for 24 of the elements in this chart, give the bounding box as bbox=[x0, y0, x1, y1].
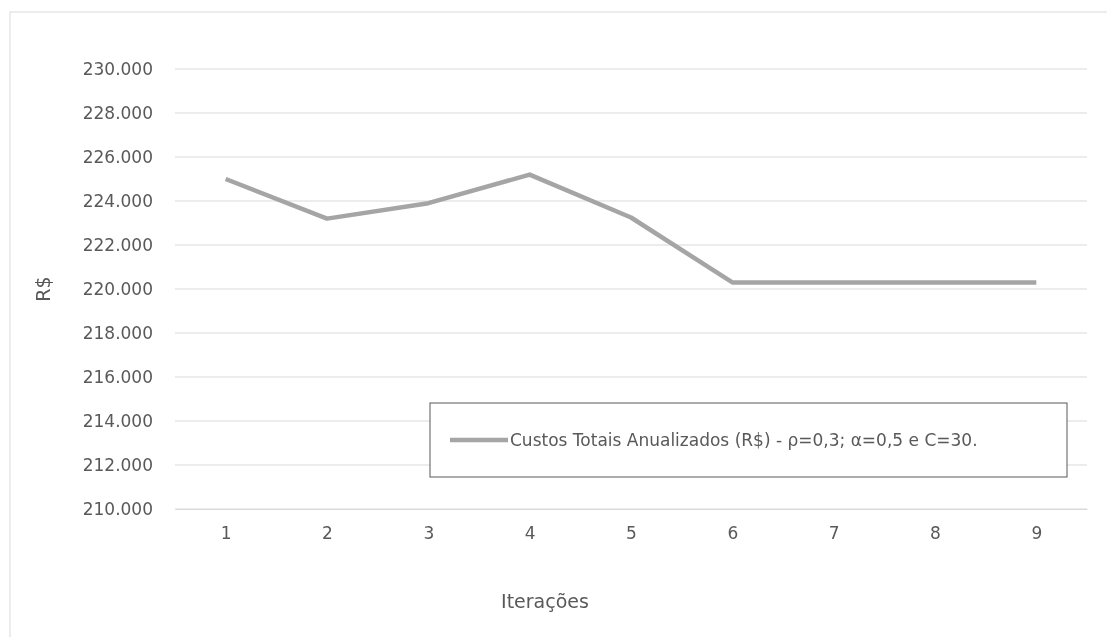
y-tick-label: 214.000 bbox=[82, 410, 153, 431]
y-tick-label: 220.000 bbox=[82, 278, 153, 299]
line-series bbox=[223, 172, 1039, 285]
y-tick-label: 224.000 bbox=[82, 190, 153, 211]
x-tick-label: 6 bbox=[727, 523, 739, 544]
y-tick-label: 212.000 bbox=[82, 454, 153, 475]
x-tick-label: 8 bbox=[930, 523, 941, 544]
x-tick-label: 4 bbox=[524, 523, 536, 544]
y-axis-title: R$ bbox=[32, 276, 54, 302]
x-tick-label: 1 bbox=[220, 523, 232, 544]
y-tick-label: 222.000 bbox=[82, 234, 153, 255]
x-tick-label: 3 bbox=[423, 523, 435, 544]
y-tick-label: 230.000 bbox=[82, 58, 153, 79]
y-tick-label: 216.000 bbox=[82, 366, 153, 387]
x-tick-label: 2 bbox=[322, 523, 333, 544]
y-tick-label: 218.000 bbox=[82, 322, 153, 343]
y-tick-label: 210.000 bbox=[82, 498, 153, 519]
y-tick-label: 228.000 bbox=[82, 102, 153, 123]
x-tick-label: 9 bbox=[1031, 523, 1043, 544]
y-tick-label: 226.000 bbox=[82, 146, 153, 167]
x-tick-label: 7 bbox=[828, 523, 840, 544]
x-axis-title: Iterações bbox=[501, 590, 589, 612]
x-tick-label: 5 bbox=[626, 523, 637, 544]
legend-label: Custos Totais Anualizados (R$) - ρ=0,3; α=0,5 e C=30. bbox=[510, 430, 978, 450]
